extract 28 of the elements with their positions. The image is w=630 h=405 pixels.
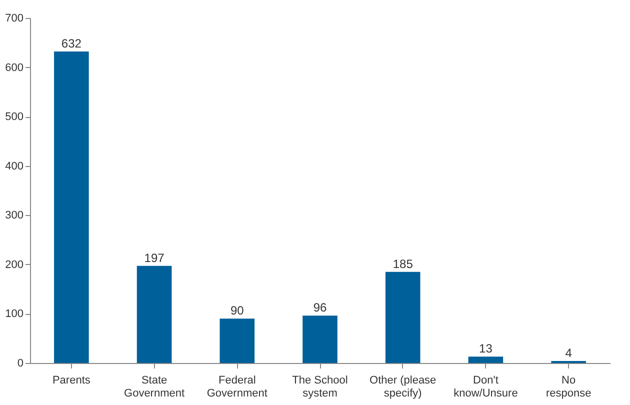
bar [302, 316, 338, 363]
x-tick-label: State Government [124, 374, 185, 400]
data-label: 632 [61, 36, 82, 51]
x-tick-label: Don't know/Unsure [454, 374, 518, 400]
bar [220, 318, 255, 363]
x-tick-label: The School system [292, 374, 348, 400]
bar [385, 272, 420, 363]
y-tick-label: 600 [5, 62, 24, 74]
y-tick-label: 200 [5, 258, 24, 271]
x-tick-label: Parents [52, 374, 91, 386]
x-tick-label: Federal Government [206, 374, 268, 400]
x-tick-label: No response [546, 374, 592, 400]
bar [468, 356, 504, 363]
y-tick-label: 500 [5, 111, 24, 124]
bar [54, 52, 89, 363]
data-label: 13 [479, 342, 493, 356]
y-tick-label: 100 [5, 308, 24, 320]
y-tick-label: 400 [5, 160, 24, 172]
y-tick-label: 0 [17, 358, 24, 370]
y-tick-label: 700 [5, 12, 24, 24]
data-label: 4 [565, 346, 572, 360]
bar [136, 266, 172, 363]
data-label: 90 [230, 304, 244, 318]
data-label: 96 [313, 300, 327, 315]
data-label: 185 [392, 256, 414, 271]
data-label: 197 [144, 250, 165, 265]
y-tick-label: 300 [5, 210, 24, 222]
x-tick-label: Other (please specify) [370, 374, 436, 400]
